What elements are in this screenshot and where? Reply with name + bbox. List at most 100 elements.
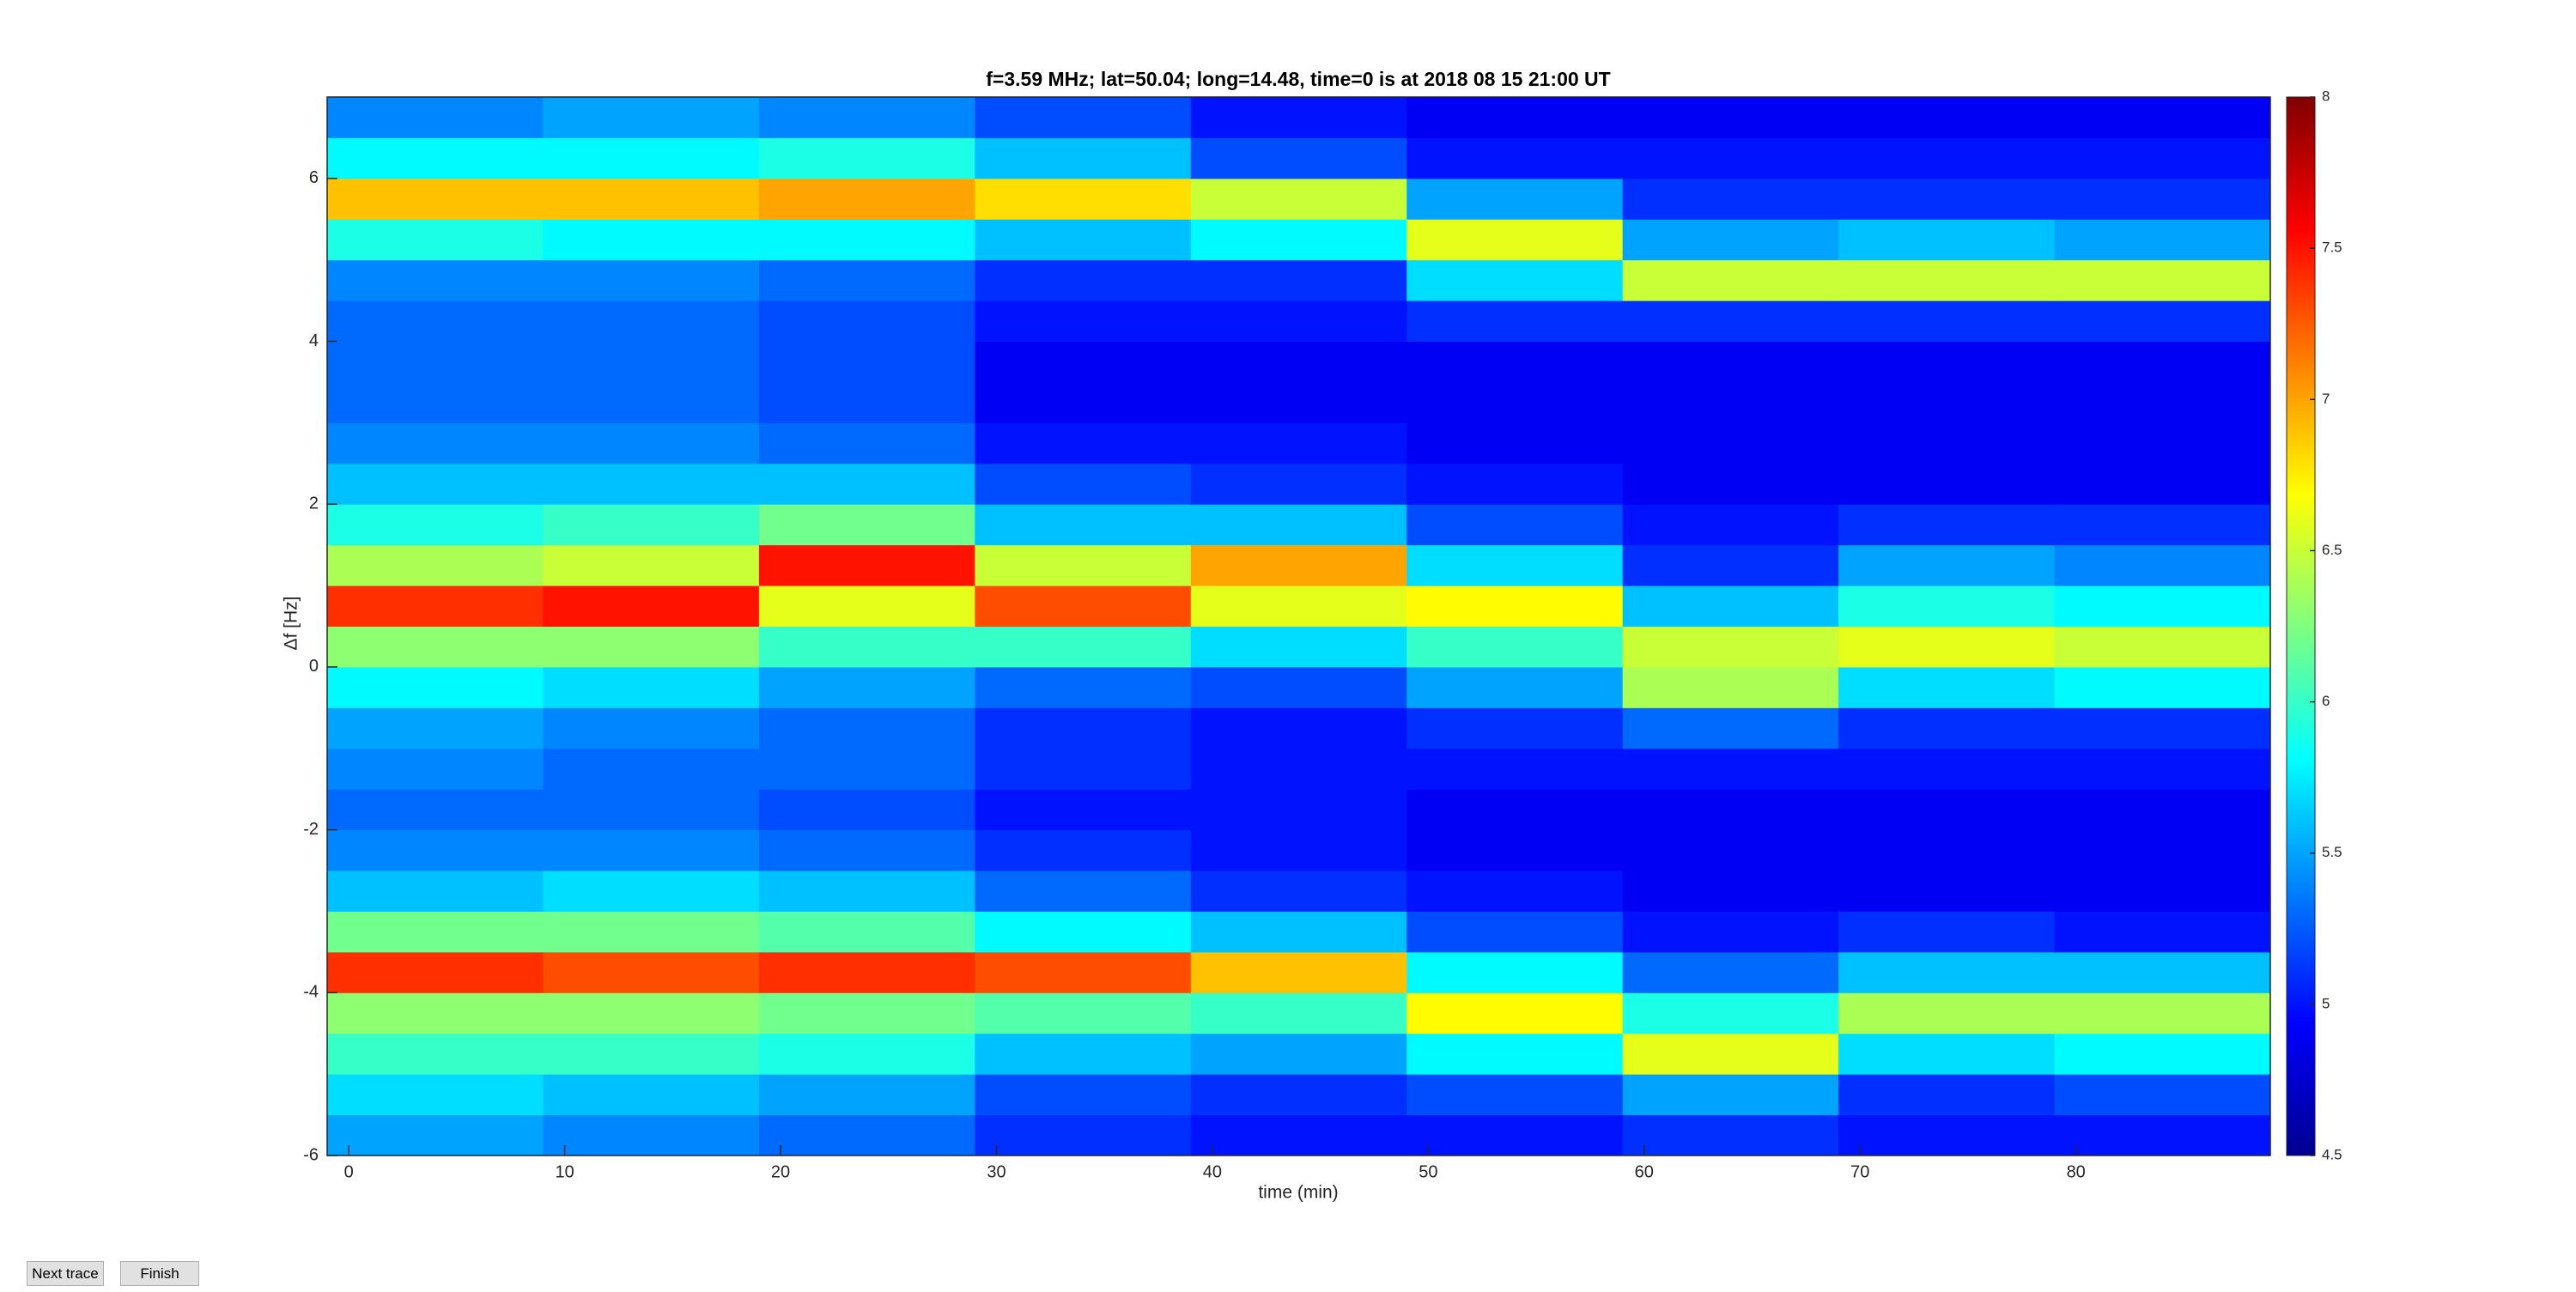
- heatmap-cell: [1838, 829, 2056, 871]
- heatmap-cell: [1406, 666, 1624, 708]
- heatmap-cell: [327, 666, 544, 708]
- heatmap-cell: [1838, 951, 2056, 993]
- heatmap-cell: [758, 911, 975, 953]
- heatmap-cell: [543, 544, 760, 586]
- heatmap-cell: [1406, 504, 1624, 546]
- heatmap-cell: [543, 463, 760, 505]
- heatmap-cell: [1406, 137, 1624, 179]
- heatmap-cell: [1622, 97, 1839, 138]
- heatmap-cell: [1190, 97, 1407, 138]
- y-tick-label: 6: [309, 168, 319, 187]
- heatmap-cell: [543, 707, 760, 749]
- heatmap-cell: [543, 951, 760, 993]
- heatmap-cell: [1838, 544, 2056, 586]
- heatmap-cell: [975, 504, 1192, 546]
- heatmap-cell: [758, 992, 975, 1034]
- heatmap-cell: [758, 219, 975, 261]
- finish-button[interactable]: Finish: [120, 1261, 199, 1286]
- heatmap-cell: [2054, 911, 2271, 953]
- heatmap-cell: [327, 97, 544, 138]
- heatmap-cell: [1622, 870, 1839, 912]
- heatmap-cell: [2054, 1033, 2271, 1075]
- heatmap-cell: [1838, 381, 2056, 423]
- heatmap-cell: [1190, 219, 1407, 261]
- heatmap-cell: [1622, 422, 1839, 464]
- heatmap-cell: [327, 300, 544, 343]
- heatmap-cell: [2054, 1074, 2271, 1116]
- heatmap-cell: [1406, 1114, 1624, 1156]
- heatmap-cell: [1838, 870, 2056, 912]
- heatmap-cell: [975, 219, 1192, 261]
- x-tick-label: 20: [771, 1162, 790, 1181]
- heatmap-cell: [1190, 707, 1407, 749]
- heatmap-cell: [1406, 1074, 1624, 1116]
- heatmap-cell: [1190, 666, 1407, 708]
- heatmap-cell: [1838, 666, 2056, 708]
- heatmap-cell: [1838, 300, 2056, 343]
- heatmap-cell: [1838, 178, 2056, 220]
- heatmap-cell: [543, 789, 760, 831]
- heatmap-cell: [1622, 259, 1839, 301]
- heatmap-cell: [2054, 463, 2271, 505]
- heatmap-cell: [1838, 992, 2056, 1034]
- heatmap-cell: [975, 829, 1192, 871]
- heatmap-cell: [1406, 463, 1624, 505]
- heatmap-cell: [975, 300, 1192, 343]
- heatmap-cell: [975, 748, 1192, 790]
- heatmap-cell: [543, 504, 760, 546]
- colorbar-tick-label: 7: [2322, 391, 2330, 407]
- heatmap-cell: [1406, 219, 1624, 261]
- colorbar-tick-label: 6: [2322, 693, 2330, 709]
- heatmap-cell: [2054, 870, 2271, 912]
- heatmap-cell: [327, 1033, 544, 1075]
- heatmap-cell: [543, 666, 760, 708]
- heatmap-cell: [327, 341, 544, 383]
- heatmap-cell: [1838, 1114, 2056, 1156]
- heatmap-cell: [1622, 666, 1839, 708]
- heatmap-cell: [758, 666, 975, 708]
- heatmap-cell: [2054, 666, 2271, 708]
- heatmap-cell: [758, 463, 975, 505]
- heatmap-cell: [1838, 422, 2056, 464]
- heatmap-cell: [327, 544, 544, 586]
- heatmap-cell: [975, 626, 1192, 668]
- heatmap-cell: [543, 870, 760, 912]
- x-tick-label: 70: [1850, 1162, 1869, 1181]
- heatmap-cell: [975, 544, 1192, 586]
- heatmap-cell: [758, 951, 975, 993]
- heatmap-cell: [975, 341, 1192, 383]
- heatmap-cell: [1622, 1114, 1839, 1156]
- heatmap-cell: [975, 911, 1192, 953]
- heatmap-cell: [543, 137, 760, 179]
- heatmap-cell: [975, 178, 1192, 220]
- heatmap-cell: [327, 626, 544, 668]
- heatmap-cell: [758, 748, 975, 790]
- heatmap-cell: [327, 707, 544, 749]
- heatmap-cell: [543, 829, 760, 871]
- heatmap-cell: [543, 381, 760, 423]
- heatmap-cell: [543, 300, 760, 343]
- heatmap-cell: [975, 707, 1192, 749]
- heatmap-cell: [1190, 422, 1407, 464]
- heatmap-cell: [543, 259, 760, 301]
- heatmap-cell: [1838, 626, 2056, 668]
- heatmap-cell: [1838, 97, 2056, 138]
- heatmap-cell: [1406, 911, 1624, 953]
- heatmap-cell: [1838, 789, 2056, 831]
- heatmap-cell: [1406, 951, 1624, 993]
- heatmap-cell: [327, 748, 544, 790]
- heatmap-cell: [2054, 97, 2271, 138]
- heatmap-cell: [975, 381, 1192, 423]
- heatmap-cell: [327, 259, 544, 301]
- heatmap-cell: [327, 137, 544, 179]
- heatmap-cell: [1190, 748, 1407, 790]
- next-trace-button[interactable]: Next trace: [27, 1261, 104, 1286]
- heatmap-cell: [1622, 829, 1839, 871]
- heatmap-cell: [543, 585, 760, 627]
- heatmap-cell: [1838, 748, 2056, 790]
- heatmap-cell: [975, 870, 1192, 912]
- heatmap-cell: [2054, 992, 2271, 1034]
- heatmap-cell: [758, 300, 975, 343]
- heatmap-cell: [1406, 829, 1624, 871]
